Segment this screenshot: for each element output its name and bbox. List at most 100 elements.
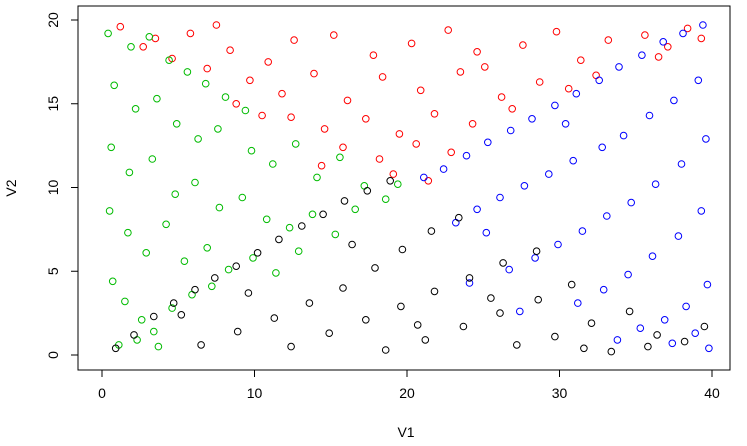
data-point xyxy=(310,69,318,78)
x-axis: 0 10 20 30 40 xyxy=(98,369,720,401)
data-point xyxy=(171,190,179,198)
data-point xyxy=(186,29,195,38)
data-point xyxy=(439,165,448,173)
data-point xyxy=(607,347,616,356)
data-point xyxy=(244,289,253,297)
data-point xyxy=(145,33,154,41)
y-tick-label: 15 xyxy=(45,96,61,112)
data-point xyxy=(679,29,687,38)
data-point xyxy=(697,207,706,215)
data-point xyxy=(162,220,170,229)
data-point xyxy=(272,269,280,277)
data-point xyxy=(664,43,672,51)
data-point xyxy=(340,197,349,205)
data-point xyxy=(386,177,395,185)
x-tick-label: 0 xyxy=(98,385,106,401)
data-point xyxy=(700,322,709,331)
data-point xyxy=(130,331,138,339)
data-point xyxy=(682,302,690,311)
data-point xyxy=(535,78,544,86)
x-tick-label: 10 xyxy=(247,385,263,401)
data-point xyxy=(703,280,712,289)
data-point xyxy=(362,115,370,123)
data-point xyxy=(651,180,660,188)
data-point xyxy=(691,329,700,338)
data-point xyxy=(258,111,266,120)
data-point xyxy=(278,89,286,98)
data-point xyxy=(694,76,703,85)
data-point xyxy=(516,307,524,316)
y-tick-label: 20 xyxy=(45,12,61,28)
data-point xyxy=(191,178,199,187)
data-point xyxy=(317,161,326,170)
data-point xyxy=(221,93,230,101)
data-point xyxy=(638,51,646,60)
data-point xyxy=(197,341,205,349)
points-layer xyxy=(104,21,713,356)
data-point xyxy=(397,302,405,311)
data-point xyxy=(473,205,481,214)
data-point xyxy=(139,43,147,51)
data-point xyxy=(226,46,234,55)
data-point xyxy=(291,140,300,148)
data-point xyxy=(154,342,163,351)
data-point xyxy=(381,195,390,203)
data-point xyxy=(481,63,489,71)
data-point xyxy=(325,329,334,338)
y-tick-label: 0 xyxy=(45,351,61,359)
data-point xyxy=(275,235,283,244)
data-point xyxy=(520,182,529,190)
data-point xyxy=(269,160,277,168)
data-point xyxy=(545,170,553,178)
data-point xyxy=(125,168,134,177)
data-point xyxy=(319,210,327,219)
data-point xyxy=(456,68,465,76)
data-point xyxy=(116,22,125,31)
data-point xyxy=(215,203,224,212)
data-point xyxy=(532,247,541,255)
data-point xyxy=(336,153,344,162)
data-point xyxy=(603,212,611,220)
data-point xyxy=(680,337,689,346)
x-axis-label: V1 xyxy=(397,424,414,440)
data-point xyxy=(308,210,317,219)
data-point xyxy=(447,148,456,157)
data-point xyxy=(604,36,613,44)
data-point xyxy=(487,294,495,302)
data-point xyxy=(320,125,329,133)
data-point xyxy=(378,73,387,81)
data-point xyxy=(645,111,654,120)
data-point xyxy=(465,279,474,287)
data-point xyxy=(395,130,404,138)
data-point xyxy=(224,265,233,274)
data-point xyxy=(430,287,439,296)
data-point xyxy=(574,299,582,307)
data-point xyxy=(551,332,559,341)
data-point xyxy=(551,101,559,110)
data-point xyxy=(294,247,303,255)
data-point xyxy=(208,282,216,291)
data-point xyxy=(499,259,507,267)
data-point xyxy=(668,339,677,348)
data-point xyxy=(595,76,604,85)
data-point xyxy=(111,344,120,353)
data-point xyxy=(262,215,271,224)
y-axis-label: V2 xyxy=(3,179,19,196)
data-point xyxy=(641,31,649,39)
data-point xyxy=(121,297,129,306)
data-point xyxy=(203,244,211,252)
y-axis: 0 5 10 15 20 xyxy=(45,12,79,359)
data-point xyxy=(127,43,135,51)
data-point xyxy=(169,299,178,307)
data-point xyxy=(554,240,562,249)
data-point xyxy=(287,342,295,351)
data-point xyxy=(625,307,634,316)
data-point xyxy=(371,264,379,272)
data-point xyxy=(653,331,661,339)
data-point xyxy=(339,143,347,152)
data-point xyxy=(627,198,636,207)
data-point xyxy=(465,274,474,282)
data-point xyxy=(165,56,173,65)
data-point xyxy=(416,86,425,95)
data-point xyxy=(270,314,279,322)
